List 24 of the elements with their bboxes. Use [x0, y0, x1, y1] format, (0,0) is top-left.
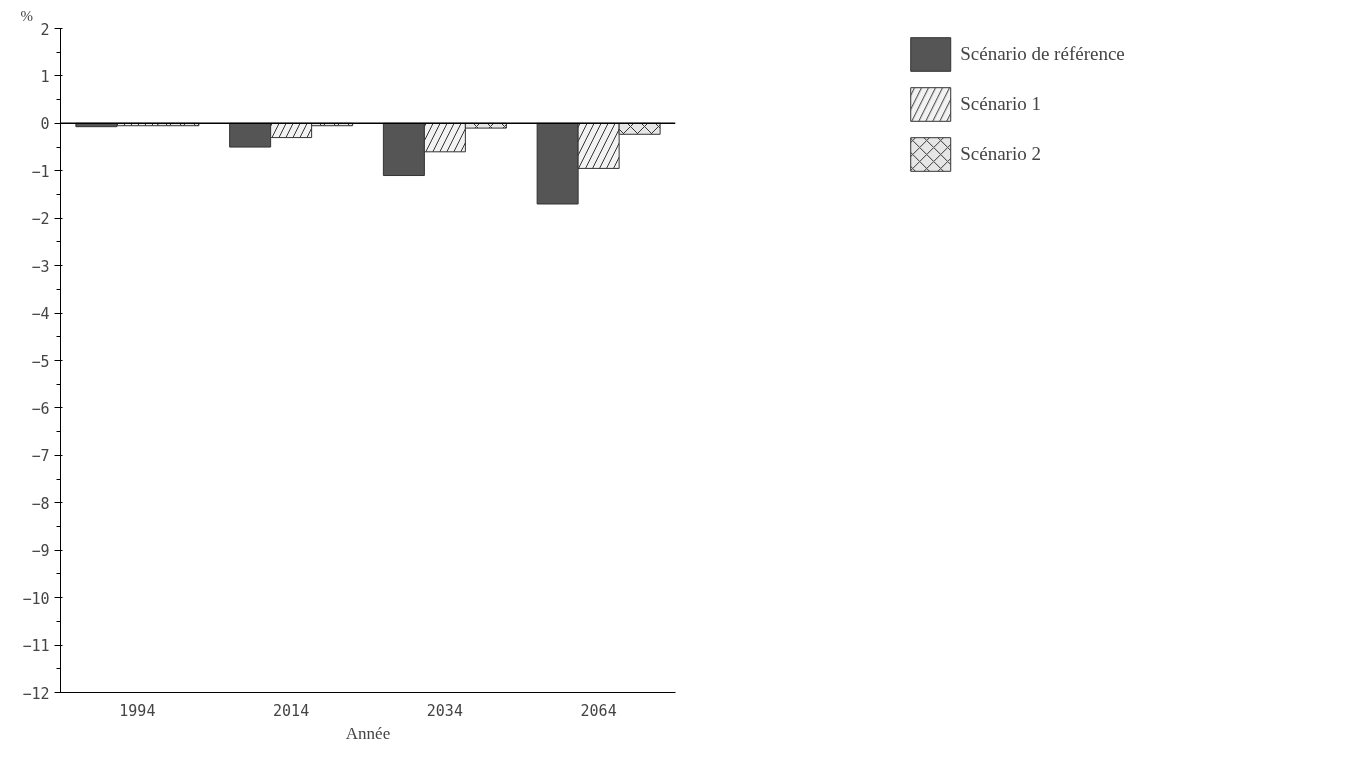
y-tick-label: 0: [40, 115, 50, 134]
y-tick-label: −1: [31, 162, 50, 181]
legend-label: Scénario 1: [960, 93, 1041, 115]
y-tick-label: −11: [22, 637, 50, 656]
y-tick-label: −4: [31, 305, 50, 324]
y-tick-label: −8: [31, 494, 50, 513]
y-tick-label: −12: [22, 684, 50, 703]
y-tick-label: −6: [31, 399, 50, 418]
y-tick-label: −5: [31, 352, 50, 371]
x-tick-label: 2034: [426, 701, 463, 720]
x-tick-label: 1994: [119, 701, 156, 720]
y-tick-label: −7: [31, 447, 50, 466]
y-axis-title: %: [20, 7, 33, 24]
x-axis-title: Année: [345, 723, 391, 743]
y-tick-label: −9: [31, 542, 50, 561]
legend-label: Scénario de référence: [960, 43, 1125, 65]
y-tick-label: −2: [31, 210, 50, 229]
y-tick-label: −10: [22, 589, 50, 608]
x-tick-label: 2014: [273, 701, 310, 720]
y-tick-label: 2: [40, 20, 50, 39]
y-tick-label: 1: [40, 67, 50, 86]
legend-label: Scénario 2: [960, 143, 1041, 165]
y-tick-label: −3: [31, 257, 50, 276]
x-tick-label: 2064: [580, 701, 617, 720]
